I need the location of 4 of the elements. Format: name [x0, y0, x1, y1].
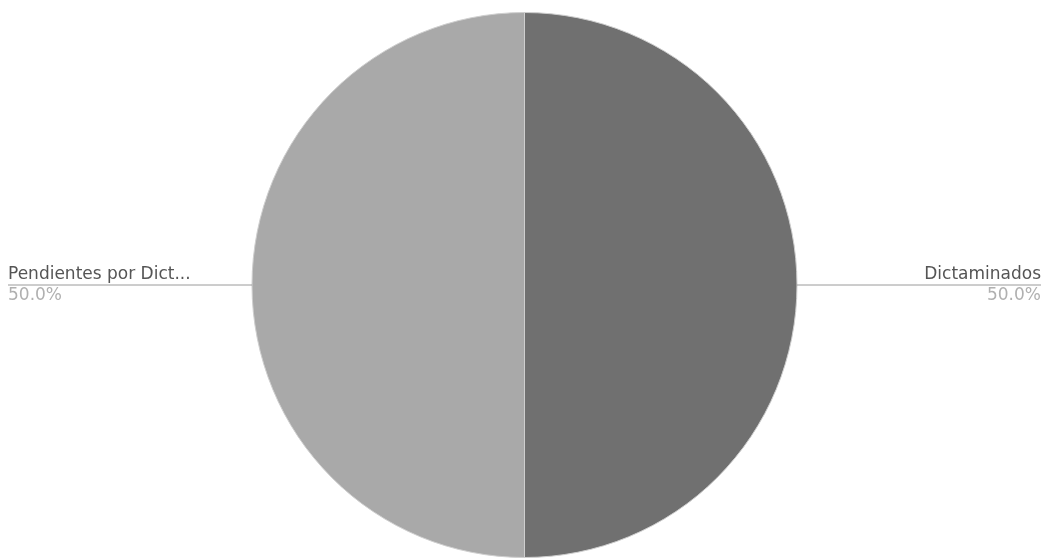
- data-label: 50.0%: [8, 283, 63, 304]
- data-label: 50.0%: [986, 283, 1041, 304]
- slice-label: Dictaminados: [924, 262, 1042, 283]
- slice-label: Pendientes por Dict...: [8, 262, 191, 283]
